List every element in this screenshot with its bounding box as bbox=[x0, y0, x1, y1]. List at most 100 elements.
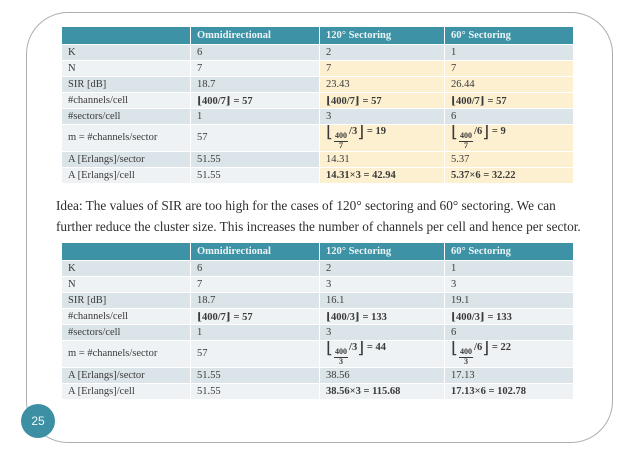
divisor: /6 bbox=[474, 126, 483, 137]
value-cell: 17.13×6 = 102.78 bbox=[445, 383, 573, 399]
value-cell: 23.43 bbox=[320, 77, 444, 92]
value-cell: 14.31 bbox=[320, 151, 444, 167]
value-cell: 7 bbox=[320, 61, 444, 76]
value-cell: 6 bbox=[445, 325, 573, 340]
idea-line: Idea: The values of SIR are too high for… bbox=[56, 198, 556, 213]
value-cell: ⌊ 400 3/6⌋ = 22 bbox=[445, 341, 573, 367]
value-cell: 51.55 bbox=[191, 367, 319, 383]
value-cell: 1 bbox=[191, 109, 319, 124]
value-cell: 38.56 bbox=[320, 367, 444, 383]
column-header: 60° Sectoring bbox=[445, 27, 573, 44]
row-label: SIR [dB] bbox=[62, 77, 190, 92]
value-cell: ⌊400/7⌋ = 57 bbox=[445, 93, 573, 108]
comparison-table: Omnidirectional 120° Sectoring 60° Sectori… bbox=[61, 26, 574, 184]
value-cell: ⌊400/3⌋ = 133 bbox=[320, 309, 444, 324]
value-cell: 18.7 bbox=[191, 293, 319, 308]
row-label: #sectors/cell bbox=[62, 325, 190, 340]
comparison-table: Omnidirectional 120° Sectoring 60° Sectori… bbox=[61, 242, 574, 400]
value-cell: 6 bbox=[191, 261, 319, 276]
value-cell: ⌊400/7⌋ = 57 bbox=[191, 93, 319, 108]
floor-bracket-right: ⌋ bbox=[357, 341, 365, 358]
value-cell: 6 bbox=[445, 109, 573, 124]
divisor: /3 bbox=[349, 126, 358, 137]
value-cell: 51.55 bbox=[191, 383, 319, 399]
page-number-badge: 25 bbox=[21, 404, 55, 438]
row-label: #channels/cell bbox=[62, 309, 190, 324]
row-label: K bbox=[62, 45, 190, 60]
column-header: Omnidirectional bbox=[191, 27, 319, 44]
result: = 22 bbox=[489, 342, 511, 353]
value-cell: 57 bbox=[191, 341, 319, 367]
floor-bracket-right: ⌋ bbox=[357, 125, 365, 142]
row-label: N bbox=[62, 61, 190, 76]
value-cell: ⌊400/7⌋ = 57 bbox=[320, 93, 444, 108]
value-cell: 3 bbox=[320, 325, 444, 340]
value-cell: 26.44 bbox=[445, 77, 573, 92]
divisor: /3 bbox=[349, 342, 358, 353]
value-cell: 1 bbox=[445, 261, 573, 276]
fraction: 400 7 bbox=[459, 131, 474, 150]
row-label: N bbox=[62, 277, 190, 292]
value-cell: 16.1 bbox=[320, 293, 444, 308]
value-cell: 1 bbox=[445, 45, 573, 60]
row-label: A [Erlangs]/sector bbox=[62, 151, 190, 167]
value-cell: 5.37 bbox=[445, 151, 573, 167]
divisor: /6 bbox=[474, 342, 483, 353]
idea-paragraph: Idea: The values of SIR are too high for… bbox=[56, 196, 612, 237]
result: = 9 bbox=[489, 126, 506, 137]
row-label: m = #channels/sector bbox=[62, 125, 190, 151]
value-cell: ⌊400/3⌋ = 133 bbox=[445, 309, 573, 324]
corner-cell bbox=[62, 27, 190, 44]
value-cell: ⌊400/7⌋ = 57 bbox=[191, 309, 319, 324]
value-cell: 51.55 bbox=[191, 167, 319, 183]
value-cell: 3 bbox=[320, 277, 444, 292]
column-header: 120° Sectoring bbox=[320, 243, 444, 260]
value-cell: 2 bbox=[320, 261, 444, 276]
value-cell: 3 bbox=[320, 109, 444, 124]
value-cell: ⌊ 400 7/3⌋ = 19 bbox=[320, 125, 444, 151]
value-cell: 5.37×6 = 32.22 bbox=[445, 167, 573, 183]
value-cell: 7 bbox=[191, 61, 319, 76]
value-cell: 7 bbox=[191, 277, 319, 292]
fraction: 400 3 bbox=[459, 347, 474, 366]
column-header: 120° Sectoring bbox=[320, 27, 444, 44]
row-label: m = #channels/sector bbox=[62, 341, 190, 367]
result: = 44 bbox=[364, 342, 386, 353]
value-cell: ⌊ 400 3/3⌋ = 44 bbox=[320, 341, 444, 367]
value-cell: 3 bbox=[445, 277, 573, 292]
value-cell: 51.55 bbox=[191, 151, 319, 167]
slide-border bbox=[26, 12, 613, 443]
value-cell: 19.1 bbox=[445, 293, 573, 308]
fraction: 400 3 bbox=[334, 347, 349, 366]
idea-line: further reduce the cluster size. This in… bbox=[56, 218, 581, 234]
floor-bracket-right: ⌋ bbox=[482, 125, 490, 142]
sectoring-comparison-table-reduced-cluster: Omnidirectional 120° Sectoring 60° Sectori… bbox=[61, 242, 574, 400]
value-cell: 6 bbox=[191, 45, 319, 60]
sectoring-comparison-table-initial: Omnidirectional 120° Sectoring 60° Sectori… bbox=[61, 26, 574, 184]
corner-cell bbox=[62, 243, 190, 260]
value-cell: 38.56×3 = 115.68 bbox=[320, 383, 444, 399]
value-cell: 17.13 bbox=[445, 367, 573, 383]
column-header: Omnidirectional bbox=[191, 243, 319, 260]
row-label: #sectors/cell bbox=[62, 109, 190, 124]
floor-bracket-left: ⌊ bbox=[451, 341, 459, 358]
value-cell: 14.31×3 = 42.94 bbox=[320, 167, 444, 183]
row-label: K bbox=[62, 261, 190, 276]
fraction: 400 7 bbox=[334, 131, 349, 150]
value-cell: ⌊ 400 7/6⌋ = 9 bbox=[445, 125, 573, 151]
value-cell: 18.7 bbox=[191, 77, 319, 92]
row-label: SIR [dB] bbox=[62, 293, 190, 308]
column-header: 60° Sectoring bbox=[445, 243, 573, 260]
row-label: #channels/cell bbox=[62, 93, 190, 108]
row-label: A [Erlangs]/cell bbox=[62, 167, 190, 183]
value-cell: 2 bbox=[320, 45, 444, 60]
row-label: A [Erlangs]/cell bbox=[62, 383, 190, 399]
row-label: A [Erlangs]/sector bbox=[62, 367, 190, 383]
value-cell: 57 bbox=[191, 125, 319, 151]
value-cell: 7 bbox=[445, 61, 573, 76]
floor-bracket-right: ⌋ bbox=[482, 341, 490, 358]
result: = 19 bbox=[364, 126, 386, 137]
floor-bracket-left: ⌊ bbox=[326, 125, 334, 142]
value-cell: 1 bbox=[191, 325, 319, 340]
